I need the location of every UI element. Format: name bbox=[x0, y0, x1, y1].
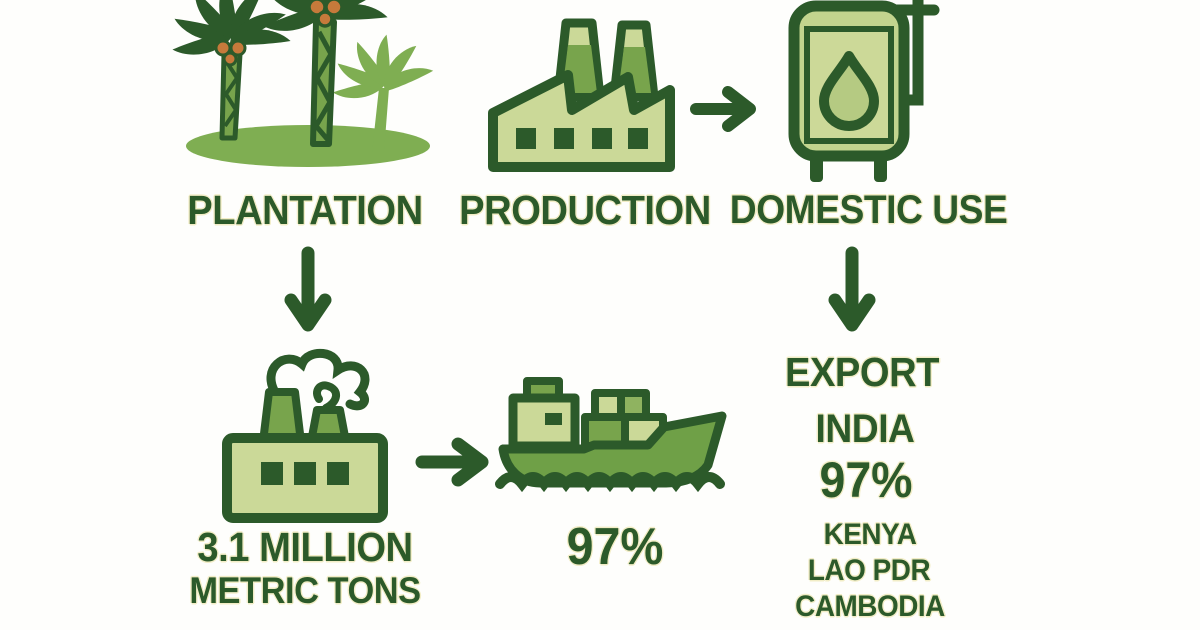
cargo-ship-icon bbox=[495, 363, 734, 501]
export-share-india: 97% bbox=[819, 452, 913, 508]
arrow-down-icon bbox=[284, 246, 332, 340]
plantation-label: PLANTATION bbox=[187, 187, 423, 233]
export-country-cambodia: CAMBODIA bbox=[795, 590, 945, 623]
arrow-right-icon bbox=[415, 437, 496, 487]
mill-smokestack-icon bbox=[222, 348, 392, 524]
domestic-use-label: DOMESTIC USE bbox=[729, 188, 1008, 232]
export-country-india: INDIA bbox=[815, 407, 915, 451]
export-label: EXPORT bbox=[784, 349, 940, 395]
arrow-down-icon bbox=[828, 246, 876, 340]
arrow-right-icon bbox=[690, 86, 764, 132]
mill-volume-unit: METRIC TONS bbox=[189, 570, 421, 611]
oil-tank-icon bbox=[788, 0, 940, 188]
factory-icon bbox=[488, 15, 703, 175]
palm-trees-icon bbox=[158, 0, 450, 190]
mill-volume-value: 3.1 MILLION bbox=[197, 524, 413, 570]
production-label: PRODUCTION bbox=[459, 187, 711, 233]
export-country-lao-pdr: LAO PDR bbox=[807, 554, 931, 587]
export-share-value: 97% bbox=[566, 518, 664, 576]
export-country-kenya: KENYA bbox=[823, 518, 917, 551]
